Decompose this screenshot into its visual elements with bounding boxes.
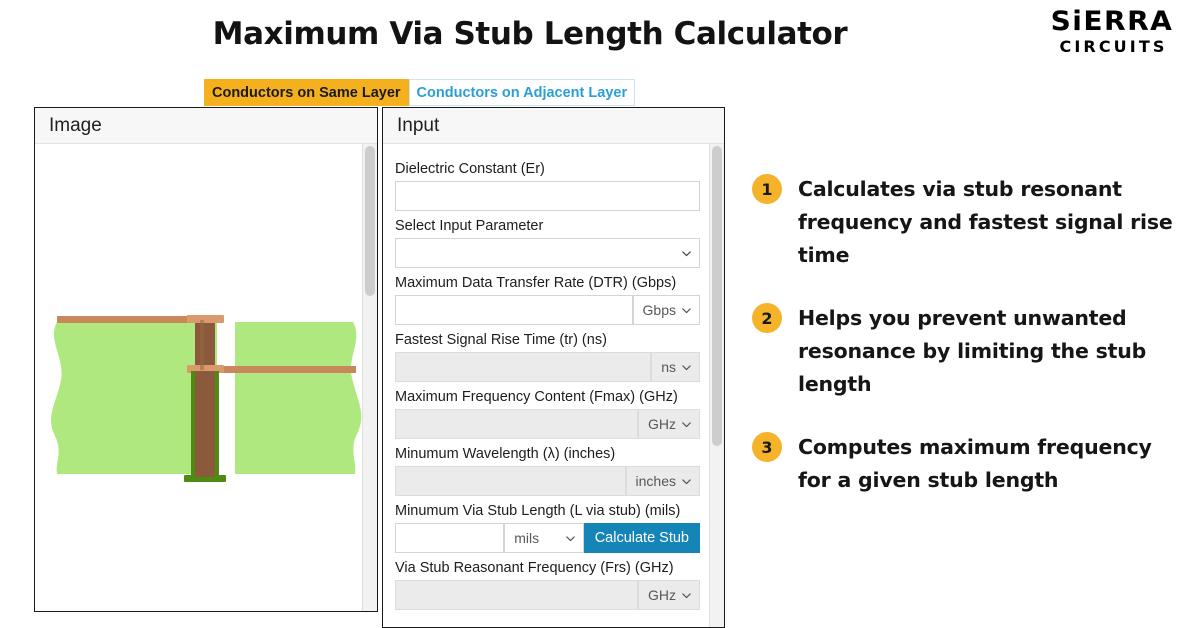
via-stub-resonant-frequency-unit-dropdown[interactable]: GHz <box>638 580 700 610</box>
label-max-data-transfer-rate: Maximum Data Transfer Rate (DTR) (Gbps) <box>395 275 677 291</box>
max-frequency-content-input <box>395 409 638 439</box>
label-fastest-signal-rise-time: Fastest Signal Rise Time (tr) (ns) <box>395 332 607 348</box>
minimum-via-stub-length-input[interactable] <box>395 523 505 553</box>
row-minimum-wavelength: inches <box>395 466 700 496</box>
fastest-signal-rise-time-input <box>395 352 652 382</box>
row-fastest-signal-rise-time: ns <box>395 352 700 382</box>
row-max-frequency-content: GHz <box>395 409 700 439</box>
input-panel-body: Dielectric Constant (Er) Select Input Pa… <box>383 144 724 627</box>
bullet-text: Computes maximum frequency for a given s… <box>798 435 1152 492</box>
chevron-down-icon <box>681 590 692 601</box>
pcb-via-stub-illustration <box>35 144 377 611</box>
image-panel: Image <box>34 107 378 612</box>
bullet-text: Calculates via stub resonant frequency a… <box>798 177 1173 267</box>
row-max-data-transfer-rate: Gbps <box>395 295 700 325</box>
sierra-circuits-logo: SiERRA CIRCUITS <box>1032 8 1192 56</box>
minimum-via-stub-length-unit-value: mils <box>514 530 540 546</box>
label-minimum-via-stub-length: Minumum Via Stub Length (L via stub) (mi… <box>395 503 681 519</box>
max-data-transfer-rate-unit-value: Gbps <box>642 302 676 318</box>
row-via-stub-resonant-frequency: GHz <box>395 580 700 610</box>
input-panel-header: Input <box>383 108 724 144</box>
chevron-down-icon <box>565 533 576 544</box>
minimum-wavelength-unit-value: inches <box>635 473 676 489</box>
chevron-down-icon <box>681 248 692 259</box>
image-panel-body <box>35 144 377 611</box>
list-item: 3 Computes maximum frequency for a given… <box>752 431 1182 497</box>
list-item: 1 Calculates via stub resonant frequency… <box>752 173 1182 272</box>
input-panel-title: Input <box>397 114 440 136</box>
list-item: 2 Helps you prevent unwanted resonance b… <box>752 302 1182 401</box>
row-select-input-parameter <box>395 238 700 268</box>
image-panel-title: Image <box>49 114 102 136</box>
bullet-number-badge: 1 <box>752 174 782 204</box>
dielectric-constant-input[interactable] <box>395 181 700 211</box>
calculator-form: Dielectric Constant (Er) Select Input Pa… <box>383 144 724 610</box>
max-data-transfer-rate-unit-dropdown[interactable]: Gbps <box>632 295 700 325</box>
bullet-number-badge: 3 <box>752 432 782 462</box>
minimum-via-stub-length-unit-dropdown[interactable]: mils <box>504 523 584 553</box>
image-panel-header: Image <box>35 108 377 144</box>
chevron-down-icon <box>681 362 692 373</box>
tab-conductors-on-same-layer[interactable]: Conductors on Same Layer <box>204 79 409 106</box>
minimum-wavelength-input <box>395 466 626 496</box>
page-title: Maximum Via Stub Length Calculator <box>212 16 848 52</box>
input-panel-scrollbar[interactable] <box>709 144 724 627</box>
label-via-stub-resonant-frequency: Via Stub Reasonant Frequency (Frs) (GHz) <box>395 560 674 576</box>
fastest-signal-rise-time-unit-value: ns <box>661 359 676 375</box>
row-dielectric-constant <box>395 181 700 211</box>
select-input-parameter-dropdown[interactable] <box>395 238 700 268</box>
tab-conductors-on-adjacent-layer[interactable]: Conductors on Adjacent Layer <box>408 79 636 106</box>
max-frequency-content-unit-value: GHz <box>648 416 676 432</box>
fastest-signal-rise-time-unit-dropdown[interactable]: ns <box>651 352 700 382</box>
via-stub-resonant-frequency-unit-value: GHz <box>648 587 676 603</box>
tab-bar: Conductors on Same Layer Conductors on A… <box>204 79 636 106</box>
label-minimum-wavelength: Minumum Wavelength (λ) (inches) <box>395 446 616 462</box>
logo-wordmark-circuits: CIRCUITS <box>1059 37 1168 56</box>
label-select-input-parameter: Select Input Parameter <box>395 218 544 234</box>
via-stub-resonant-frequency-input <box>395 580 638 610</box>
max-frequency-content-unit-dropdown[interactable]: GHz <box>638 409 700 439</box>
calculate-stub-button[interactable]: Calculate Stub <box>583 523 700 553</box>
max-data-transfer-rate-input[interactable] <box>395 295 633 325</box>
logo-wordmark-sierra: SiERRA <box>1050 6 1174 37</box>
input-panel-scrollbar-thumb[interactable] <box>712 146 722 446</box>
image-panel-scrollbar-thumb[interactable] <box>365 146 375 296</box>
label-max-frequency-content: Maximum Frequency Content (Fmax) (GHz) <box>395 389 678 405</box>
chevron-down-icon <box>681 305 692 316</box>
minimum-wavelength-unit-dropdown[interactable]: inches <box>625 466 700 496</box>
input-panel: Input Dielectric Constant (Er) Select In… <box>382 107 725 628</box>
bullet-number-badge: 2 <box>752 303 782 333</box>
chevron-down-icon <box>681 476 692 487</box>
bullet-text: Helps you prevent unwanted resonance by … <box>798 306 1147 396</box>
chevron-down-icon <box>681 419 692 430</box>
row-minimum-via-stub-length: mils Calculate Stub <box>395 523 700 553</box>
image-panel-scrollbar[interactable] <box>362 144 377 611</box>
feature-list: 1 Calculates via stub resonant frequency… <box>752 173 1182 527</box>
label-dielectric-constant: Dielectric Constant (Er) <box>395 161 545 177</box>
